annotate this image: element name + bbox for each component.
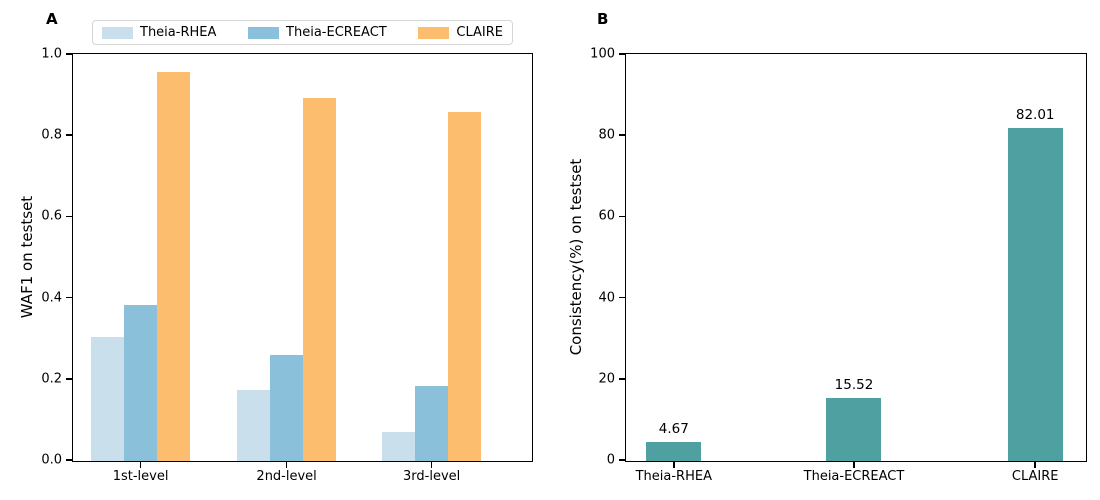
legend-swatch-theia-rhea [102, 26, 133, 39]
x-tick-label: 1st-level [112, 469, 169, 484]
bar-value-label: 15.52 [834, 376, 874, 393]
y-tick-label: 60 [598, 208, 615, 224]
x-tick-label: CLAIRE [1011, 469, 1059, 484]
panel-b-plot-area: 0 20 40 60 80 100 Theia-RHEA Theia-ECREACT CLAIR… [590, 47, 1087, 484]
y-tick-label: 40 [598, 290, 615, 306]
y-tick-mark [618, 134, 625, 136]
y-tick-mark [618, 53, 625, 55]
y-tick-mark [65, 459, 72, 461]
panel-a-y-axis-label: WAF1 on testset [18, 195, 36, 319]
bar-value-label: 82.01 [1015, 107, 1055, 124]
legend-swatch-claire [418, 26, 450, 39]
bar-theia-ecreact-3rd-level [415, 385, 449, 461]
bar-theia-rhea-1st-level [91, 337, 125, 461]
x-tick-mark [853, 461, 855, 468]
x-tick-mark [285, 461, 288, 468]
x-tick-mark [430, 461, 433, 468]
bar-theia-ecreact-2nd-level [270, 355, 304, 461]
panel-a-plot-area: 0.0 0.2 0.4 0.6 0.8 1.0 1st-level 2nd-level 3rd-… [41, 47, 533, 484]
legend-item-theia-rhea: Theia-RHEA [102, 25, 216, 40]
legend-label: CLAIRE [456, 25, 503, 40]
bar-claire-2nd-level [303, 97, 337, 461]
bar-theia-ecreact-1st-level [124, 304, 158, 461]
bar-claire [1007, 128, 1063, 461]
panel-a-label: A [46, 10, 58, 28]
bar-claire-3rd-level [448, 111, 482, 461]
y-tick-label: 0.2 [41, 371, 62, 387]
bar-value-label: 4.67 [658, 421, 689, 438]
panel-b-label: B [597, 10, 609, 28]
y-tick-label: 80 [598, 127, 615, 143]
y-tick-mark [65, 215, 72, 218]
x-tick-label: 2nd-level [256, 469, 317, 484]
x-tick-label: Theia-ECREACT [803, 469, 905, 484]
y-tick-mark [65, 296, 72, 299]
y-tick-label: 0.6 [41, 208, 62, 224]
y-tick-label: 0.0 [41, 452, 62, 468]
legend-label: Theia-RHEA [140, 25, 217, 40]
x-tick-mark [139, 461, 142, 468]
y-tick-mark [618, 459, 625, 461]
panel-b-y-axis-label: Consistency(%) on testset [567, 158, 585, 356]
legend-label: Theia-ECREACT [286, 25, 387, 40]
legend-swatch-theia-ecreact [248, 26, 280, 39]
y-tick-mark [618, 215, 625, 218]
bar-theia-rhea-2nd-level [237, 389, 271, 461]
y-tick-label: 100 [590, 46, 615, 62]
bar-theia-ecreact [826, 398, 882, 461]
legend: Theia-RHEA Theia-ECREACT CLAIRE [92, 20, 513, 45]
x-tick-mark [673, 461, 675, 468]
x-tick-mark [1034, 461, 1036, 468]
x-tick-label: 3rd-level [403, 469, 461, 484]
y-tick-mark [618, 296, 625, 299]
y-tick-label: 20 [598, 371, 615, 387]
legend-item-theia-ecreact: Theia-ECREACT [248, 25, 387, 40]
y-tick-label: 0 [606, 452, 615, 468]
y-tick-mark [618, 378, 625, 380]
x-tick-label: Theia-RHEA [635, 469, 712, 484]
y-tick-label: 0.4 [41, 290, 62, 306]
y-tick-mark [65, 378, 72, 380]
bar-theia-rhea [646, 442, 702, 461]
y-tick-mark [65, 134, 72, 136]
y-tick-label: 1.0 [41, 46, 62, 62]
bar-theia-rhea-3rd-level [382, 431, 416, 461]
y-tick-label: 0.8 [41, 127, 62, 143]
bar-claire-1st-level [157, 72, 191, 461]
legend-item-claire: CLAIRE [418, 25, 503, 40]
y-tick-mark [65, 53, 72, 55]
